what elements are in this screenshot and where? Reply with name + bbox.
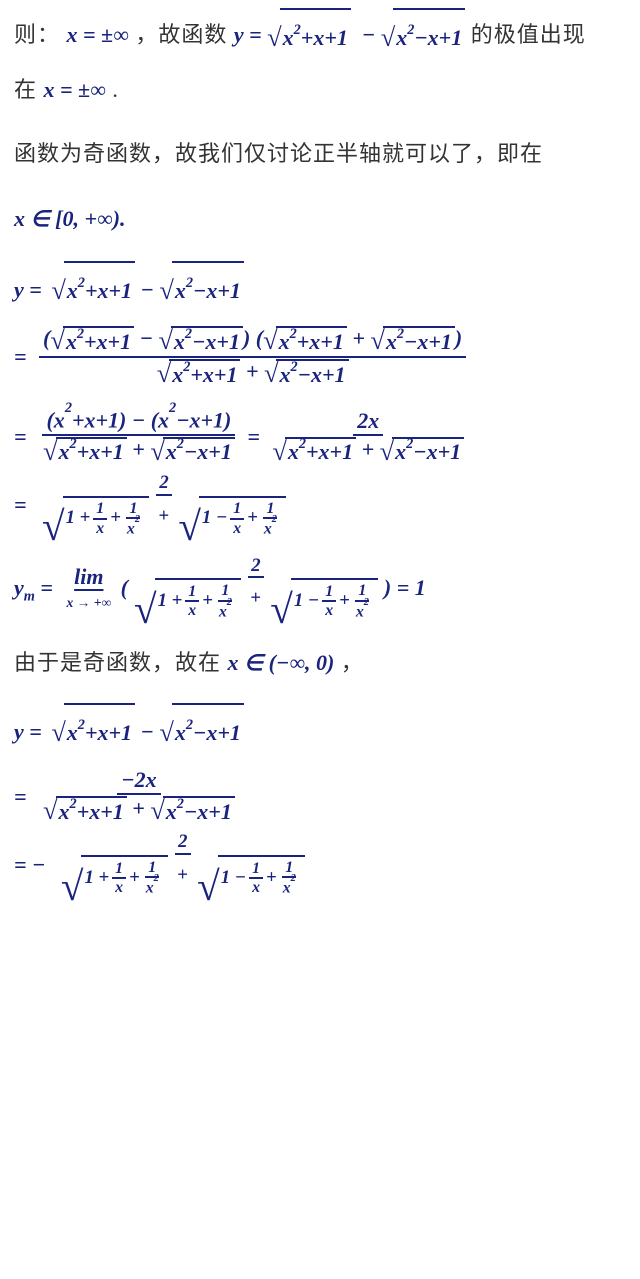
eq-line-y-def-neg: y = √x2+x+1 − √x2−x+1 bbox=[14, 703, 586, 761]
eq-line-rationalize: = (√x2+x+1 − √x2−x+1) (√x2+x+1 + √x2−x+1… bbox=[14, 325, 586, 389]
eq-line-y-def: y = √x2+x+1 − √x2−x+1 bbox=[14, 261, 586, 319]
derivation-block-3: y = √x2+x+1 − √x2−x+1 = −2x √x2+x+1 + √x… bbox=[14, 703, 586, 897]
text: . bbox=[112, 77, 119, 102]
page-body: 则： x = ±∞ ，故函数 y = √x2+x+1 − √x2−x+1 的极值… bbox=[0, 0, 600, 945]
text: 则： bbox=[14, 22, 60, 47]
text: ，故函数 bbox=[135, 22, 234, 47]
text: . bbox=[120, 206, 126, 231]
derivation-block-1: y = √x2+x+1 − √x2−x+1 = (√x2+x+1 − √x2−x… bbox=[14, 261, 586, 389]
text: 由于是奇函数，故在 bbox=[14, 650, 228, 675]
numerator-2x: 2x bbox=[353, 408, 383, 436]
result-1: = 1 bbox=[397, 564, 426, 612]
interval-positive: x ∈ [0, +∞). bbox=[14, 195, 586, 243]
numerator-neg2x: −2x bbox=[117, 767, 160, 795]
eq-line-simplify-num: = (x2+x+1) − (x2−x+1) √x2+x+1 + √x2−x+1 … bbox=[14, 407, 586, 467]
eq-line-limit: ym = lim x → +∞ ( 2 √ 1 + 1x + 1x2 + √ 1… bbox=[14, 556, 586, 621]
inline-math-interval-pos: x ∈ [0, +∞) bbox=[14, 206, 120, 231]
limit-operator: lim x → +∞ bbox=[66, 566, 111, 610]
inline-math-x-pm-inf: x = ±∞ bbox=[67, 22, 129, 47]
inline-math-interval-neg: x ∈ (−∞, 0) bbox=[228, 650, 335, 675]
derivation-block-2: = (x2+x+1) − (x2−x+1) √x2+x+1 + √x2−x+1 … bbox=[14, 407, 586, 537]
eq-line-neg-divide-x: = − 2 √ 1 + 1x + 1x2 + √ 1 − 1x + 1x2 bbox=[14, 832, 586, 897]
inline-math-x-pm-inf-2: x = ±∞ bbox=[44, 77, 106, 102]
paragraph-3: 由于是奇函数，故在 x ∈ (−∞, 0) ， bbox=[14, 639, 586, 687]
inline-math-y-def: y = √x2+x+1 − √x2−x+1 bbox=[234, 22, 471, 47]
numerator-2: 2 bbox=[156, 473, 171, 496]
eq-line-divide-x: = 2 √ 1 + 1x + 1x2 + √ 1 − 1x + 1x2 bbox=[14, 473, 586, 538]
text: ， bbox=[341, 650, 364, 675]
paragraph-2: 函数为奇函数，故我们仅讨论正半轴就可以了，即在 bbox=[14, 130, 586, 178]
eq-line-neg-2x: = −2x √x2+x+1 + √x2−x+1 bbox=[14, 767, 586, 826]
paragraph-1: 则： x = ±∞ ，故函数 y = √x2+x+1 − √x2−x+1 的极值… bbox=[14, 8, 586, 114]
